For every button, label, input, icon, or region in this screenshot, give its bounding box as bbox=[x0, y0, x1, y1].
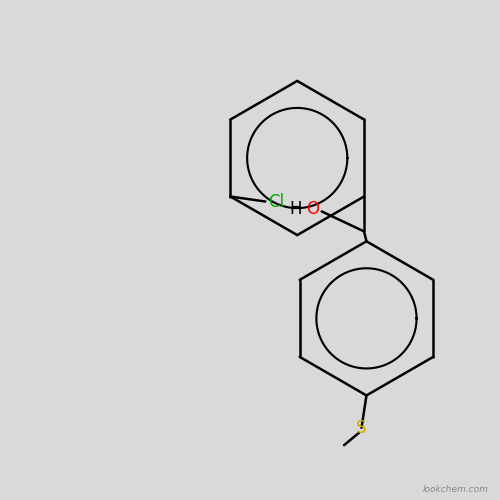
Text: S: S bbox=[356, 419, 366, 437]
Text: H: H bbox=[290, 200, 302, 218]
Text: Cl: Cl bbox=[268, 192, 284, 210]
Text: lookchem.com: lookchem.com bbox=[423, 484, 488, 494]
Text: O: O bbox=[306, 200, 319, 218]
